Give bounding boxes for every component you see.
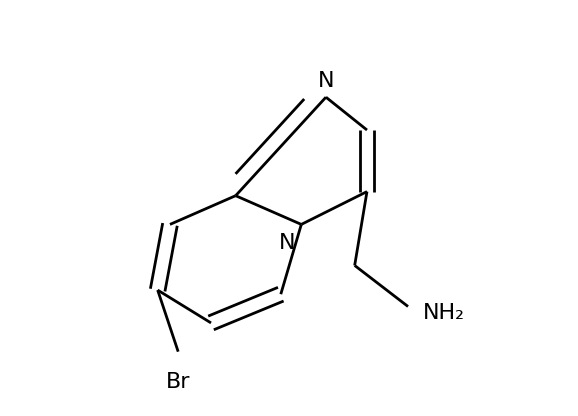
Text: NH₂: NH₂ — [423, 303, 464, 323]
Text: N: N — [279, 233, 295, 253]
Text: Br: Br — [166, 372, 190, 392]
Text: N: N — [318, 71, 334, 91]
